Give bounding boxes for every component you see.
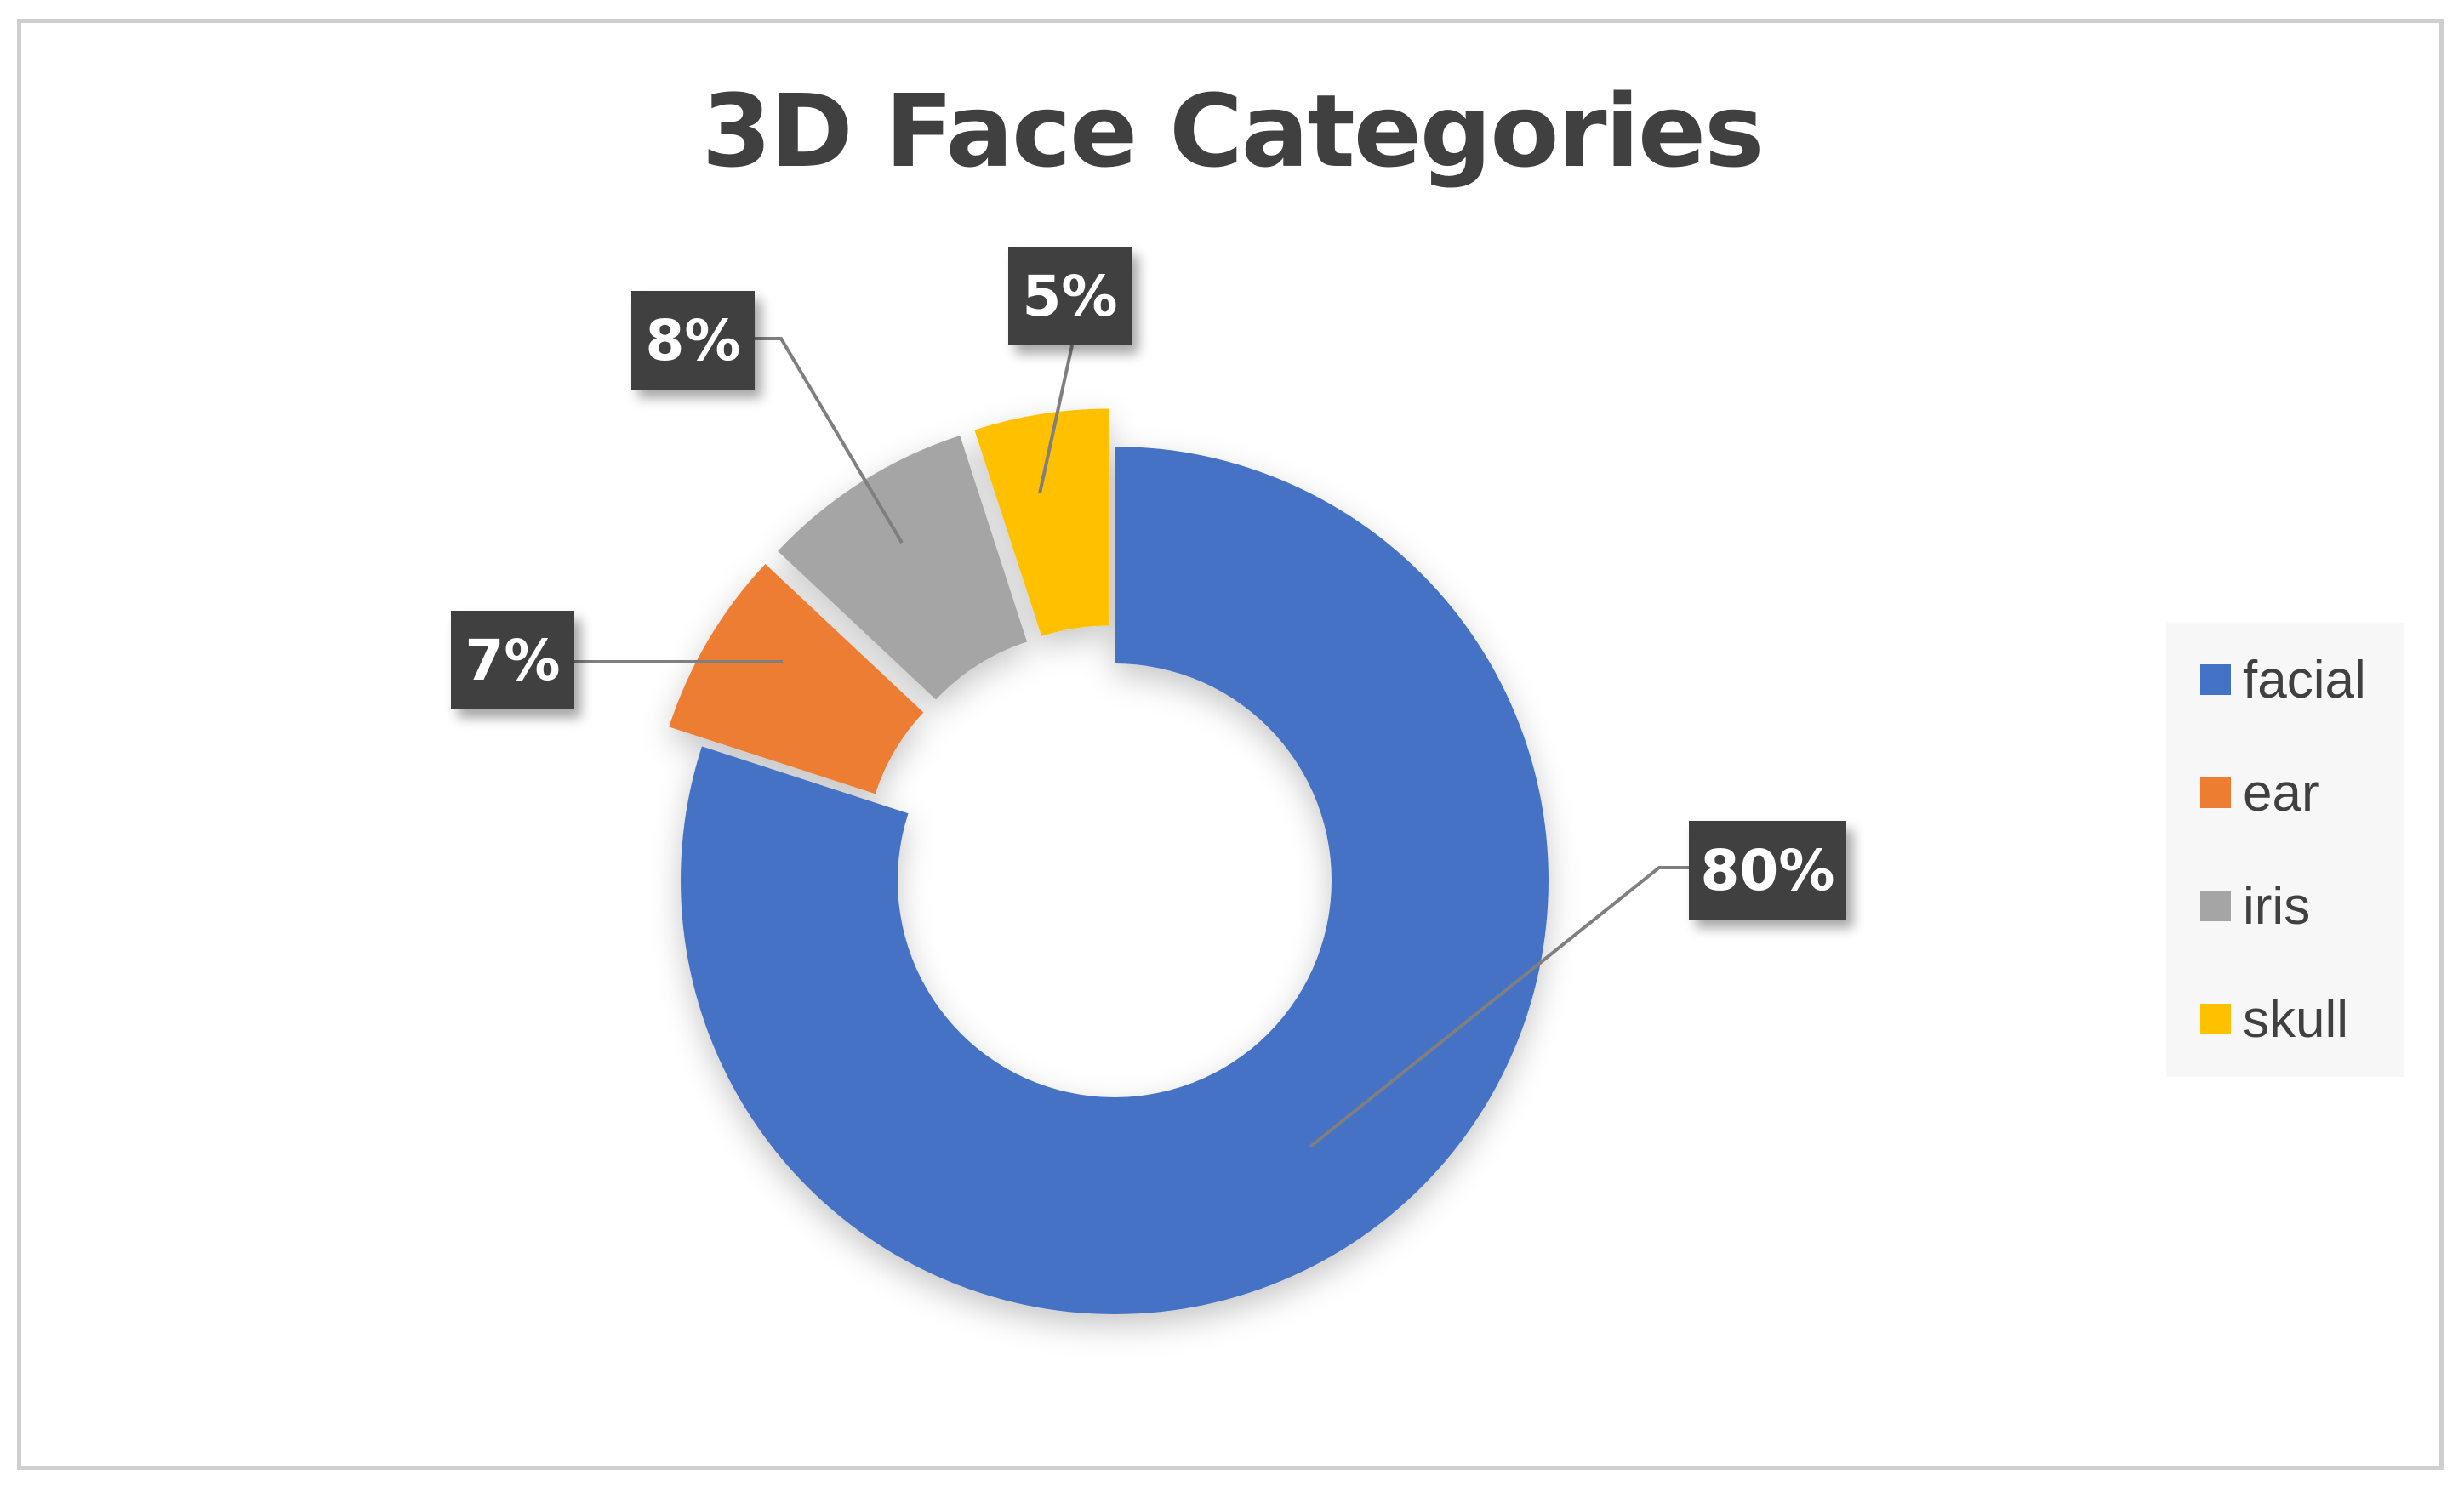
data-label-box	[1689, 821, 1846, 920]
legend-item-ear: ear	[2200, 763, 2319, 823]
data-label-text: 5%	[1022, 264, 1117, 329]
legend-swatch	[2200, 1004, 2231, 1034]
leader-line-iris	[755, 337, 904, 544]
legend-swatch	[2200, 777, 2231, 808]
legend-swatch	[2200, 891, 2231, 921]
data-label-iris: 8%	[631, 291, 755, 390]
legend-label: ear	[2243, 763, 2319, 823]
chart-title: 3D Face Categories	[701, 72, 1765, 190]
legend-item-skull: skull	[2200, 989, 2348, 1049]
data-label-box	[1008, 247, 1132, 345]
leader-line-skull	[1038, 345, 1074, 494]
data-label-box	[631, 291, 755, 390]
leader-line-facial	[1309, 866, 1689, 1148]
slice-facial	[681, 447, 1549, 1314]
data-label-text: 8%	[645, 308, 740, 373]
data-labels: 80% 7% 8% 5%	[451, 247, 1846, 920]
leader-lines	[574, 337, 1689, 1148]
data-label-facial: 80%	[1689, 821, 1846, 920]
legend-label: facial	[2243, 650, 2366, 709]
data-label-box	[451, 611, 574, 709]
data-label-skull: 5%	[1008, 247, 1132, 345]
legend-item-iris: iris	[2200, 876, 2310, 936]
legend: facial ear iris skull	[2166, 623, 2404, 1077]
donut-slices	[669, 408, 1549, 1314]
data-label-text: 7%	[465, 628, 560, 693]
slice-iris	[778, 435, 1028, 700]
data-label-text: 80%	[1701, 838, 1835, 903]
slice-ear	[669, 563, 924, 794]
data-label-ear: 7%	[451, 611, 574, 709]
slice-skull	[974, 408, 1109, 637]
legend-label: skull	[2243, 989, 2349, 1049]
legend-label: iris	[2243, 876, 2311, 936]
legend-item-facial: facial	[2200, 650, 2366, 709]
legend-swatch	[2200, 664, 2231, 695]
